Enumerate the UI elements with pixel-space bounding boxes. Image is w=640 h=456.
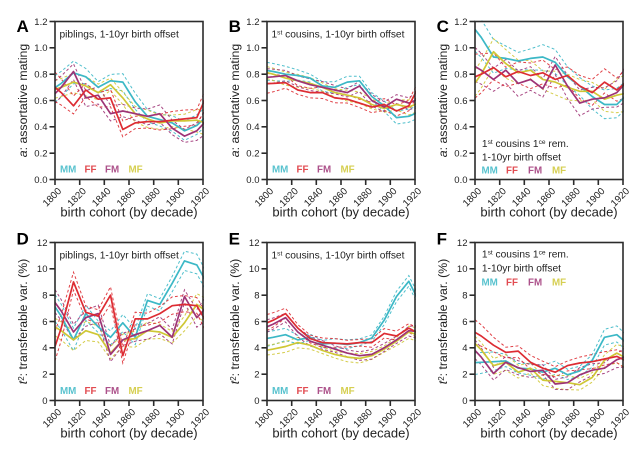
svg-text:D: D — [17, 230, 29, 249]
svg-text:MF: MF — [341, 165, 355, 176]
svg-text:piblings, 1-10yr birth offset: piblings, 1-10yr birth offset — [60, 30, 179, 41]
svg-text:0.6: 0.6 — [34, 96, 47, 107]
svg-text:C: C — [437, 17, 449, 36]
svg-text:1st cousins 1ce rem.: 1st cousins 1ce rem. — [482, 250, 569, 261]
svg-text:MM: MM — [60, 165, 76, 176]
svg-text:0.0: 0.0 — [246, 175, 259, 186]
svg-text:t2: transferable var. (%): t2: transferable var. (%) — [228, 259, 242, 384]
svg-text:1st cousins, 1-10yr birth offs: 1st cousins, 1-10yr birth offset — [272, 251, 405, 262]
svg-text:t2: transferable var. (%): t2: transferable var. (%) — [436, 259, 450, 384]
svg-text:0: 0 — [42, 396, 47, 407]
svg-text:FF: FF — [297, 165, 309, 176]
svg-text:4: 4 — [462, 343, 467, 354]
svg-text:FM: FM — [105, 386, 119, 397]
svg-text:1.2: 1.2 — [34, 17, 47, 28]
svg-text:MF: MF — [552, 166, 566, 177]
svg-text:1-10yr birth offset: 1-10yr birth offset — [482, 264, 561, 275]
svg-text:FF: FF — [506, 278, 518, 289]
svg-text:MF: MF — [129, 165, 143, 176]
svg-text:8: 8 — [42, 291, 47, 302]
svg-text:F: F — [437, 230, 447, 249]
svg-text:MM: MM — [60, 386, 76, 397]
svg-text:0.8: 0.8 — [454, 70, 467, 81]
svg-text:10: 10 — [457, 264, 468, 275]
svg-text:MF: MF — [129, 386, 143, 397]
svg-text:0.4: 0.4 — [454, 122, 467, 133]
svg-text:FM: FM — [317, 386, 331, 397]
svg-text:4: 4 — [254, 343, 259, 354]
svg-text:12: 12 — [249, 238, 260, 249]
svg-text:A: A — [17, 17, 29, 36]
svg-text:8: 8 — [462, 291, 467, 302]
svg-text:1st cousins, 1-10yr birth offs: 1st cousins, 1-10yr birth offset — [272, 30, 405, 41]
svg-text:t2: transferable var. (%): t2: transferable var. (%) — [16, 259, 30, 384]
svg-text:MM: MM — [482, 166, 498, 177]
svg-text:8: 8 — [254, 291, 259, 302]
svg-text:1.0: 1.0 — [454, 43, 467, 54]
svg-text:2: 2 — [42, 370, 47, 381]
svg-text:MF: MF — [341, 386, 355, 397]
svg-text:0.2: 0.2 — [246, 149, 259, 160]
svg-text:0: 0 — [462, 396, 467, 407]
svg-text:1.2: 1.2 — [246, 17, 259, 28]
svg-text:0.8: 0.8 — [246, 70, 259, 81]
svg-text:FM: FM — [528, 166, 542, 177]
svg-text:2: 2 — [254, 370, 259, 381]
svg-text:FF: FF — [85, 386, 97, 397]
svg-text:12: 12 — [457, 238, 468, 249]
svg-text:10: 10 — [37, 264, 48, 275]
svg-text:birth cohort (by decade): birth cohort (by decade) — [272, 205, 409, 220]
svg-text:1.2: 1.2 — [454, 17, 467, 28]
svg-text:MF: MF — [552, 278, 566, 289]
svg-text:FF: FF — [297, 386, 309, 397]
svg-text:birth cohort (by decade): birth cohort (by decade) — [480, 426, 617, 441]
svg-text:FF: FF — [85, 165, 97, 176]
svg-text:birth cohort (by decade): birth cohort (by decade) — [480, 205, 617, 220]
svg-text:2: 2 — [462, 370, 467, 381]
svg-text:0.2: 0.2 — [34, 149, 47, 160]
svg-text:0.6: 0.6 — [454, 96, 467, 107]
svg-text:FM: FM — [528, 278, 542, 289]
svg-text:birth cohort (by decade): birth cohort (by decade) — [60, 205, 197, 220]
svg-text:a: assortative mating: a: assortative mating — [16, 44, 30, 158]
svg-text:6: 6 — [254, 317, 259, 328]
svg-text:birth cohort (by decade): birth cohort (by decade) — [272, 426, 409, 441]
svg-text:0.8: 0.8 — [34, 70, 47, 81]
svg-text:0.4: 0.4 — [246, 122, 259, 133]
svg-text:MM: MM — [272, 386, 288, 397]
svg-text:E: E — [229, 230, 240, 249]
svg-text:B: B — [229, 17, 241, 36]
svg-text:a: assortative mating: a: assortative mating — [436, 44, 450, 158]
svg-text:birth cohort (by decade): birth cohort (by decade) — [60, 426, 197, 441]
svg-text:12: 12 — [37, 238, 48, 249]
svg-text:FF: FF — [506, 166, 518, 177]
svg-text:4: 4 — [42, 343, 47, 354]
svg-text:6: 6 — [42, 317, 47, 328]
svg-text:0.4: 0.4 — [34, 122, 47, 133]
svg-text:6: 6 — [462, 317, 467, 328]
svg-text:MM: MM — [272, 165, 288, 176]
svg-text:FM: FM — [317, 165, 331, 176]
svg-text:MM: MM — [482, 278, 498, 289]
svg-text:0.6: 0.6 — [246, 96, 259, 107]
svg-text:1st cousins 1ce rem.: 1st cousins 1ce rem. — [482, 139, 569, 150]
svg-text:FM: FM — [105, 165, 119, 176]
svg-text:0.0: 0.0 — [34, 175, 47, 186]
svg-text:1-10yr birth offset: 1-10yr birth offset — [482, 153, 561, 164]
svg-text:1.0: 1.0 — [34, 43, 47, 54]
svg-text:a: assortative mating: a: assortative mating — [228, 44, 242, 158]
svg-text:piblings, 1-10yr birth offset: piblings, 1-10yr birth offset — [60, 251, 179, 262]
svg-text:0.0: 0.0 — [454, 175, 467, 186]
svg-text:0.2: 0.2 — [454, 149, 467, 160]
svg-text:1.0: 1.0 — [246, 43, 259, 54]
svg-text:0: 0 — [254, 396, 259, 407]
svg-text:10: 10 — [249, 264, 260, 275]
